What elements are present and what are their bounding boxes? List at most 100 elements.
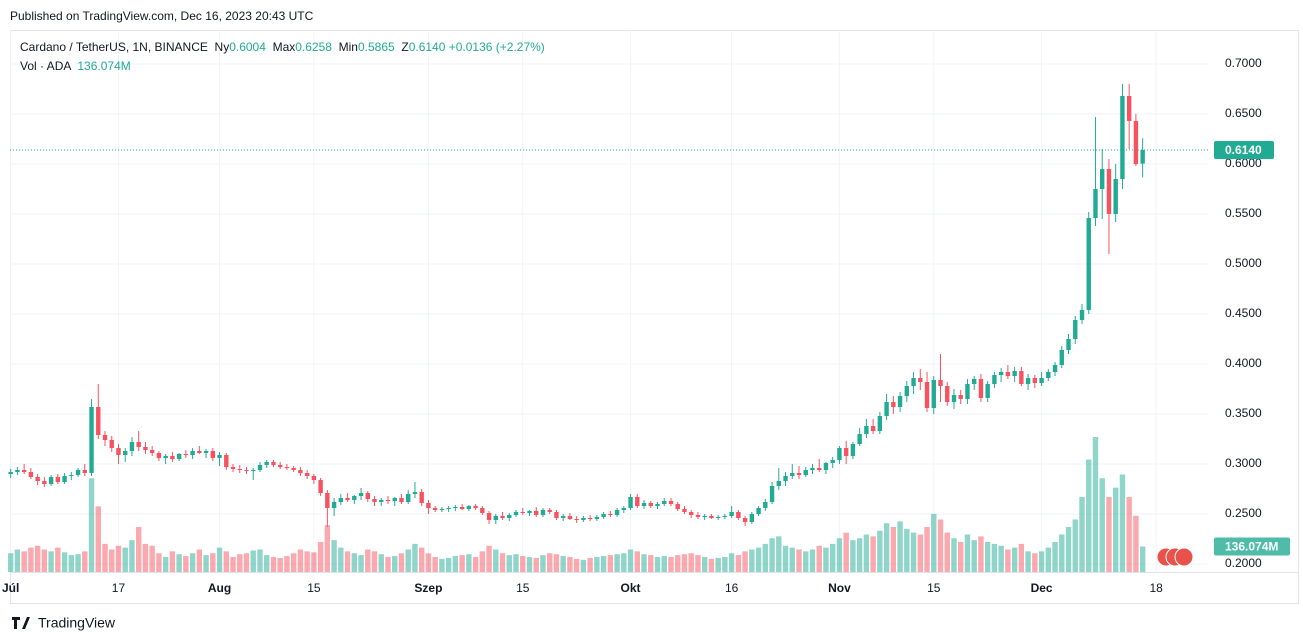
candle-body bbox=[1019, 371, 1024, 384]
candle-body bbox=[304, 473, 310, 476]
x-tick-label: 15 bbox=[307, 581, 321, 595]
candle-body bbox=[567, 516, 573, 519]
candle-body bbox=[163, 456, 168, 458]
candle-body bbox=[1106, 169, 1112, 214]
candle-body bbox=[325, 493, 330, 508]
volume-bar bbox=[398, 553, 405, 572]
candle-body bbox=[749, 514, 755, 522]
volume-bar bbox=[34, 545, 41, 572]
volume-bar bbox=[735, 555, 742, 572]
volume-bar bbox=[520, 556, 526, 572]
candle-body bbox=[655, 504, 660, 506]
volume-bar bbox=[708, 558, 715, 572]
volume-bar bbox=[365, 549, 371, 572]
volume-bar bbox=[210, 553, 216, 572]
volume-bar bbox=[102, 543, 108, 572]
volume-bar bbox=[264, 555, 270, 572]
volume-bar bbox=[378, 554, 384, 572]
candle-body bbox=[884, 402, 889, 416]
volume-bar bbox=[621, 553, 627, 572]
volume-bar bbox=[816, 545, 822, 572]
volume-bar bbox=[1079, 497, 1085, 572]
candle-body bbox=[244, 470, 249, 471]
volume-bar bbox=[331, 540, 337, 572]
volume-bar bbox=[499, 553, 506, 572]
candle-body bbox=[1039, 378, 1044, 383]
candle-body bbox=[1126, 96, 1132, 121]
volume-bar bbox=[701, 557, 708, 572]
y-tick-label: 0.2000 bbox=[1225, 556, 1262, 570]
volume-bar bbox=[122, 547, 128, 572]
y-tick-label: 0.3500 bbox=[1225, 406, 1262, 420]
candle-body bbox=[978, 379, 984, 398]
volume-bar bbox=[109, 549, 115, 572]
candle-body bbox=[345, 498, 350, 500]
candle-body bbox=[62, 476, 67, 482]
volume-bar bbox=[1005, 549, 1011, 572]
candle-body bbox=[810, 468, 815, 470]
candle-body bbox=[426, 503, 431, 508]
candle-body bbox=[55, 477, 61, 482]
candle-body bbox=[237, 469, 242, 470]
candle-body bbox=[924, 382, 930, 408]
volume-bar bbox=[560, 556, 566, 572]
legend-main: Cardano / TetherUS, 1N, BINANCE Ny0.6004… bbox=[20, 40, 545, 54]
volume-bar bbox=[971, 540, 977, 572]
candle-body bbox=[560, 516, 566, 518]
candle-body bbox=[109, 440, 114, 448]
candle-body bbox=[156, 453, 162, 458]
candle-body bbox=[998, 372, 1004, 375]
candle-body bbox=[230, 467, 236, 469]
volume-bar bbox=[68, 555, 75, 572]
volume-bar bbox=[479, 551, 486, 572]
volume-bar bbox=[466, 554, 472, 572]
volume-bars bbox=[7, 437, 1146, 572]
volume-value: 136.074M bbox=[77, 59, 131, 73]
candle-body bbox=[709, 516, 714, 518]
candle-body bbox=[594, 517, 600, 519]
symbol: Cardano / TetherUS, 1N, BINANCE bbox=[20, 40, 208, 54]
ohlc-name: Ny bbox=[214, 40, 230, 54]
candle-body bbox=[641, 503, 647, 506]
candle-body bbox=[432, 508, 438, 510]
candle-body bbox=[870, 426, 876, 431]
candle-body bbox=[682, 509, 687, 512]
candle-body bbox=[1032, 378, 1038, 383]
volume-bar bbox=[1059, 534, 1065, 572]
candle-body bbox=[500, 516, 505, 518]
x-tick-label: Okt bbox=[621, 581, 641, 595]
flags bbox=[1156, 547, 1194, 567]
candle-body bbox=[904, 386, 910, 396]
y-tick-label: 0.2500 bbox=[1225, 506, 1262, 520]
volume-bar bbox=[627, 549, 634, 572]
volume-bar bbox=[681, 554, 688, 572]
candle-body bbox=[581, 518, 586, 520]
candle-body bbox=[318, 480, 323, 493]
volume-bar bbox=[998, 545, 1004, 572]
grid bbox=[10, 30, 1208, 572]
change: +0.0136 (+2.27%) bbox=[448, 40, 545, 54]
volume-bar bbox=[917, 534, 923, 572]
volume-bar bbox=[385, 557, 391, 572]
candle-body bbox=[857, 434, 862, 444]
volume-bar bbox=[796, 549, 802, 572]
volume-bar bbox=[755, 547, 762, 572]
candle-body bbox=[864, 426, 869, 434]
volume-bar bbox=[533, 557, 539, 572]
volume-bar bbox=[55, 547, 61, 572]
candle-body bbox=[1093, 189, 1098, 218]
candle-body bbox=[338, 498, 344, 502]
volume-bar bbox=[61, 552, 68, 572]
candle-body bbox=[365, 493, 370, 499]
candle-body bbox=[507, 515, 512, 518]
candle-body bbox=[1012, 371, 1017, 376]
volume-bar bbox=[459, 555, 465, 572]
volume-bar bbox=[1018, 543, 1025, 572]
volume-bar bbox=[964, 534, 971, 572]
candle-body bbox=[486, 513, 492, 520]
volume-bar bbox=[836, 538, 843, 572]
x-tick-label: Aug bbox=[208, 581, 231, 595]
volume-bar bbox=[1052, 542, 1058, 572]
legend-volume: Vol · ADA 136.074M bbox=[20, 59, 131, 73]
volume-bar bbox=[135, 527, 142, 572]
